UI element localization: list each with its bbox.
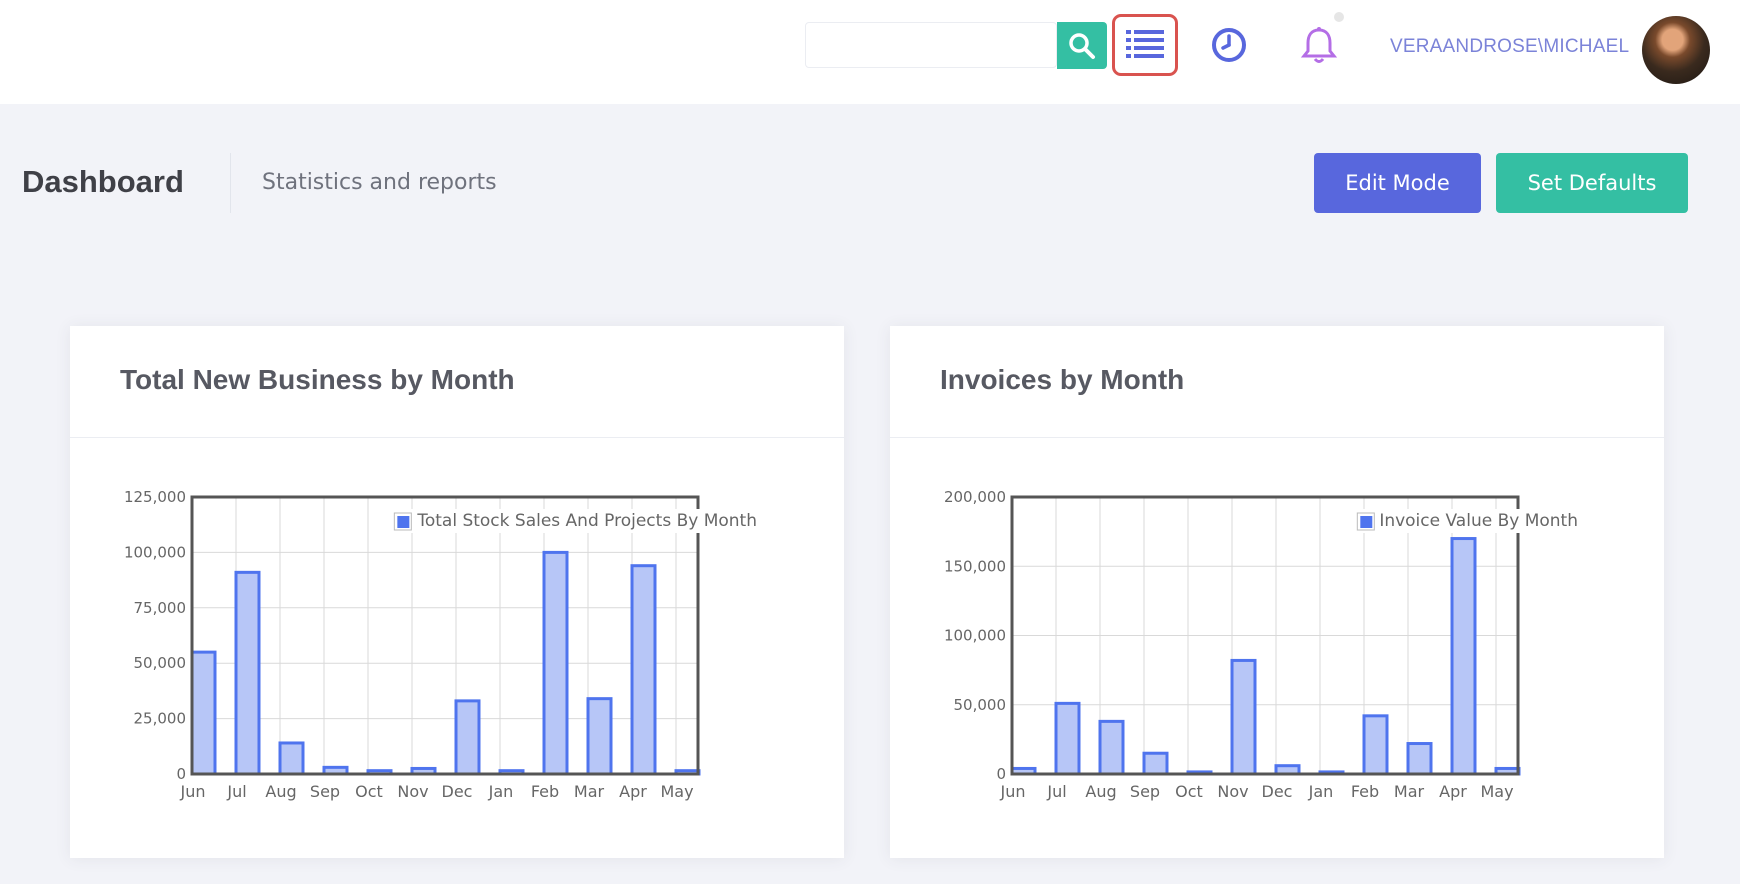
plot-frame xyxy=(1010,495,1520,776)
bar-nov[interactable] xyxy=(1230,658,1257,776)
bar-aug[interactable] xyxy=(278,741,305,776)
recent-activity-button[interactable] xyxy=(1196,14,1262,76)
x-tick-label: Aug xyxy=(1085,782,1116,801)
x-tick-label: Sep xyxy=(1130,782,1160,801)
search-input[interactable] xyxy=(805,22,1057,68)
y-tick-label: 25,000 xyxy=(134,710,187,728)
x-tick-label: May xyxy=(1480,782,1513,801)
clock-icon xyxy=(1212,28,1246,62)
x-tick-label: Jan xyxy=(488,782,514,801)
x-tick-label: Feb xyxy=(531,782,559,801)
x-tick-label: Sep xyxy=(310,782,340,801)
x-tick-label: Feb xyxy=(1351,782,1379,801)
invoices-chart: 0 50,000 100,000 150,000 200,000 Jun Jul Aug Sep… xyxy=(944,488,1582,801)
search-button[interactable] xyxy=(1057,22,1107,69)
legend-label: Invoice Value By Month xyxy=(1379,511,1578,531)
bar-sep[interactable] xyxy=(1142,751,1169,776)
search-icon xyxy=(1069,32,1095,59)
x-tick-label: Apr xyxy=(1439,782,1467,801)
portlet-invoices: Invoices by Month 0 50,000 100,000 150,000 2… xyxy=(890,326,1664,858)
y-tick-label: 0 xyxy=(176,765,186,783)
y-tick-label: 100,000 xyxy=(944,627,1006,645)
list-icon xyxy=(1126,30,1164,58)
avatar[interactable] xyxy=(1642,16,1710,84)
legend-label: Total Stock Sales And Projects By Month xyxy=(416,511,757,531)
x-tick-label: Jun xyxy=(1000,782,1026,801)
x-tick-label: Nov xyxy=(1217,782,1248,801)
bar-jun[interactable] xyxy=(190,650,217,776)
bar-aug[interactable] xyxy=(1098,719,1125,776)
legend-swatch xyxy=(397,516,410,528)
y-tick-label: 200,000 xyxy=(944,488,1006,506)
edit-mode-button[interactable]: Edit Mode xyxy=(1314,153,1481,213)
x-tick-label: Dec xyxy=(1262,782,1293,801)
legend-swatch xyxy=(1360,516,1373,528)
x-tick-label: Jul xyxy=(226,782,246,801)
y-tick-label: 0 xyxy=(996,765,1006,783)
x-tick-label: May xyxy=(660,782,693,801)
top-bar: VERAANDROSE\MICHAEL xyxy=(0,0,1740,104)
y-tick-label: 150,000 xyxy=(944,557,1006,575)
bar-jul[interactable] xyxy=(1054,701,1081,776)
new-business-chart: 0 25,000 50,000 75,000 100,000 125,000 Jun Jul A… xyxy=(124,488,761,801)
x-tick-label: Dec xyxy=(442,782,473,801)
x-tick-label: Oct xyxy=(1175,782,1203,801)
title-divider xyxy=(230,153,231,213)
legend-box xyxy=(390,509,761,533)
portlet-new-business: Total New Business by Month 0 25,000 50,00… xyxy=(70,326,844,858)
username[interactable]: VERAANDROSE\MICHAEL xyxy=(1390,36,1630,57)
y-tick-label: 50,000 xyxy=(954,696,1007,714)
notifications-button[interactable] xyxy=(1286,14,1352,76)
portlet-title: Total New Business by Month xyxy=(120,364,515,395)
bar-feb[interactable] xyxy=(1362,714,1389,776)
page-subtitle: Statistics and reports xyxy=(262,170,497,195)
x-tick-label: Nov xyxy=(397,782,428,801)
x-tick-label: Mar xyxy=(574,782,605,801)
portlet-title: Invoices by Month xyxy=(940,364,1185,395)
bar-mar[interactable] xyxy=(586,697,613,776)
y-tick-label: 75,000 xyxy=(134,599,187,617)
bell-icon xyxy=(1300,27,1338,63)
legend-box xyxy=(1353,509,1582,533)
plot-frame xyxy=(190,495,700,776)
bar-feb[interactable] xyxy=(542,550,569,776)
notification-dot xyxy=(1334,12,1344,22)
bar-jul[interactable] xyxy=(234,570,261,776)
page-title: Dashboard xyxy=(22,164,184,199)
y-tick-label: 100,000 xyxy=(124,543,186,561)
x-tick-label: Jan xyxy=(1308,782,1334,801)
portlet-head: Total New Business by Month xyxy=(70,326,844,438)
x-tick-label: Aug xyxy=(265,782,296,801)
x-tick-label: Oct xyxy=(355,782,383,801)
y-tick-label: 125,000 xyxy=(124,488,186,506)
x-tick-label: Mar xyxy=(1394,782,1425,801)
x-tick-label: Jul xyxy=(1046,782,1066,801)
bar-mar[interactable] xyxy=(1406,742,1433,776)
set-defaults-button[interactable]: Set Defaults xyxy=(1496,153,1688,213)
x-tick-label: Jun xyxy=(180,782,206,801)
bar-apr[interactable] xyxy=(1450,537,1477,776)
x-tick-label: Apr xyxy=(619,782,647,801)
bar-dec[interactable] xyxy=(454,699,481,776)
portlet-head: Invoices by Month xyxy=(890,326,1664,438)
quick-actions-button[interactable] xyxy=(1112,14,1178,76)
bar-apr[interactable] xyxy=(630,564,657,776)
y-tick-label: 50,000 xyxy=(134,654,187,672)
